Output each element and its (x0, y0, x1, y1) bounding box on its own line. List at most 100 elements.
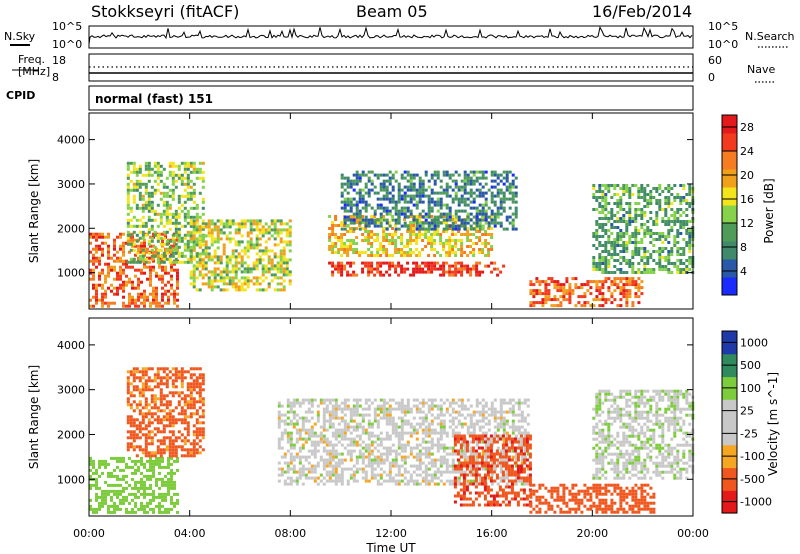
echo-cell (307, 455, 311, 459)
echo-cell (454, 212, 458, 216)
echo-cell (343, 407, 347, 411)
echo-cell (337, 422, 341, 426)
echo-cell (418, 185, 422, 189)
echo-cell (164, 247, 167, 251)
echo-cell (140, 244, 143, 248)
echo-cell (514, 185, 518, 189)
echo-cell (159, 197, 163, 201)
echo-cell (361, 200, 365, 204)
echo-cell (472, 264, 476, 268)
nave-tick-high: 60 (708, 54, 722, 67)
echo-cell (164, 483, 167, 487)
echo-cell (316, 464, 320, 468)
echo-cell (107, 262, 110, 266)
echo-cell (478, 270, 482, 274)
echo-cell (346, 248, 350, 251)
echo-cell (140, 471, 143, 475)
echo-cell (382, 251, 386, 254)
echo-cell (355, 470, 359, 474)
echo-cell (346, 428, 350, 432)
echo-cell (607, 277, 611, 281)
echo-cell (107, 235, 110, 239)
echo-cell (547, 292, 551, 296)
echo-cell (234, 261, 238, 265)
echo-cell (331, 273, 335, 277)
echo-cell (637, 301, 641, 305)
echo-cell (370, 206, 374, 210)
echo-cell (355, 227, 359, 230)
echo-cell (376, 224, 380, 228)
echo-cell (451, 200, 455, 204)
nsky-panel-frame (88, 25, 694, 49)
echo-cell (219, 288, 223, 292)
echo-cell (198, 215, 202, 219)
echo-cell (174, 260, 178, 264)
echo-cell (421, 261, 425, 265)
echo-cell (673, 214, 677, 217)
echo-cell (201, 252, 205, 256)
echo-cell (316, 434, 320, 438)
echo-cell (418, 251, 422, 254)
echo-cell (439, 191, 443, 195)
echo-cell (415, 221, 419, 225)
echo-cell (349, 413, 353, 417)
echo-cell (337, 452, 341, 456)
echo-cell (430, 479, 434, 483)
echo-cell (131, 507, 134, 511)
echo-cell (418, 458, 422, 462)
echo-cell (325, 404, 329, 408)
echo-cell (358, 251, 362, 254)
echo-cell (137, 247, 140, 251)
echo-cell (147, 227, 151, 231)
echo-cell (132, 215, 136, 219)
echo-cell (400, 176, 404, 180)
echo-cell (156, 367, 160, 371)
echo-cell (122, 295, 125, 299)
echo-cell (168, 239, 172, 243)
echo-cell (198, 439, 202, 443)
echo-cell (601, 190, 605, 193)
echo-cell (349, 473, 353, 477)
echo-cell (301, 416, 305, 420)
echo-cell (340, 173, 344, 177)
echo-cell (319, 479, 323, 483)
echo-cell (598, 211, 602, 214)
echo-cell (352, 398, 356, 402)
echo-cell (186, 415, 190, 419)
echo-cell (439, 473, 443, 477)
echo-cell (682, 262, 686, 265)
echo-cell (382, 218, 386, 222)
echo-cell (382, 413, 386, 417)
echo-cell (436, 176, 440, 180)
echo-cell (673, 220, 677, 223)
echo-cell (158, 477, 161, 481)
echo-cell (409, 449, 413, 453)
echo-cell (466, 233, 470, 236)
echo-cell (412, 273, 416, 277)
echo-cell (394, 264, 398, 268)
echo-cell (307, 401, 311, 405)
echo-cell (436, 476, 440, 480)
echo-cell (162, 257, 166, 261)
echo-cell (189, 442, 193, 446)
echo-cell (119, 286, 122, 290)
echo-cell (162, 200, 166, 204)
echo-cell (153, 406, 157, 410)
echo-cell (189, 191, 193, 195)
echo-cell (430, 200, 434, 204)
echo-cell (135, 370, 139, 374)
echo-cell (180, 194, 184, 198)
echo-cell (162, 394, 166, 398)
echo-cell (382, 404, 386, 408)
echo-cell (113, 244, 116, 248)
echo-cell (634, 295, 638, 299)
echo-cell (385, 239, 389, 242)
echo-cell (192, 367, 196, 371)
echo-cell (598, 286, 602, 290)
echo-cell (559, 304, 563, 308)
echo-cell (192, 454, 196, 458)
echo-cell (415, 467, 419, 471)
echo-cell (140, 480, 143, 484)
echo-cell (685, 265, 689, 268)
echo-cell (276, 219, 280, 223)
